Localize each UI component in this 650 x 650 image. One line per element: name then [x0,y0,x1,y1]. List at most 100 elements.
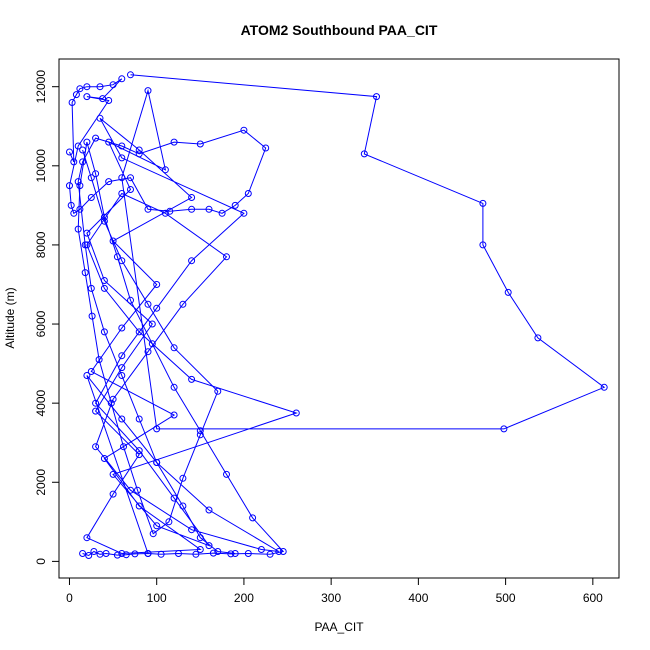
data-point [153,304,161,312]
data-point [74,142,82,150]
data-point [153,425,161,433]
data-point [240,126,248,134]
data-point [120,443,127,451]
data-point [170,494,178,502]
data-point [135,146,143,154]
data-point [161,209,169,217]
data-point [92,443,100,451]
data-point [175,550,182,557]
x-tick-label: 600 [583,591,603,605]
data-point [500,425,508,433]
y-tick-label: 8000 [34,231,48,258]
data-point [240,209,248,217]
data-point [479,241,487,249]
x-tick-label: 400 [408,591,428,605]
data-point [118,75,126,83]
data-point [360,150,368,158]
data-point [170,344,178,352]
data-point [76,85,84,93]
data-point [109,470,117,478]
data-point [144,550,152,557]
data-point [107,399,115,407]
data-point [118,190,126,197]
data-point [83,83,91,91]
data-point [118,174,126,182]
data-point [148,320,156,328]
x-tick-label: 100 [147,591,167,605]
data-point [118,352,126,360]
data-point [105,97,113,104]
data-point [373,93,380,101]
y-axis: 0 2000 4000 6000 8000 10000 12000 [34,70,60,565]
x-tick-label: 200 [234,591,254,605]
data-point [135,502,143,510]
data-point [87,194,95,201]
data-point [118,550,126,557]
data-point [231,201,239,209]
data-point [262,144,270,152]
data-point [179,474,187,482]
data-point [83,372,91,379]
data-point [79,550,87,557]
data-point [600,383,608,391]
data-point [149,530,157,538]
data-point [85,552,93,559]
data-point [127,71,134,79]
data-point [118,142,126,150]
data-point [92,170,100,178]
x-axis-label: PAA_CIT [314,620,364,634]
data-point [90,548,98,555]
data-point [144,205,152,213]
data-point [113,253,121,261]
data-point [135,447,143,455]
data-point [188,526,196,534]
x-tick-label: 500 [496,591,516,605]
data-point [83,138,91,146]
data-point [81,269,89,277]
data-point [227,550,235,558]
data-point [76,182,84,190]
data-point [72,91,80,99]
data-point [534,334,542,342]
data-point [135,328,143,336]
data-point [196,431,204,439]
data-point [70,158,78,166]
data-point [279,548,287,555]
data-point [74,178,82,186]
series-line-2 [68,78,267,554]
data-point [118,324,126,332]
data-point [87,174,95,182]
data-point [196,427,204,435]
data-point [170,411,178,419]
data-point [100,277,108,284]
data-point [92,399,100,407]
data-point [223,470,230,478]
data-point [118,154,126,162]
data-point [153,281,161,288]
data-point [153,522,161,530]
data-point [135,451,143,459]
data-point [135,415,143,423]
data-point [192,550,200,558]
data-point [87,368,95,375]
data-point [148,340,156,348]
data-point [76,205,84,213]
data-point [166,207,174,215]
data-point [144,348,152,356]
y-tick-label: 10000 [34,149,48,183]
data-point [179,300,187,308]
data-point [165,518,173,526]
x-tick-label: 300 [321,591,341,605]
data-point [196,534,204,542]
data-point [109,490,117,498]
data-point [218,209,226,217]
data-point [96,83,104,91]
y-tick-label: 0 [34,558,48,565]
data-point [105,178,113,186]
series-line-3 [77,141,285,557]
data-point [153,459,161,466]
data-point [118,257,126,265]
data-point [134,486,141,494]
data-point [196,546,204,553]
data-point [205,205,213,213]
